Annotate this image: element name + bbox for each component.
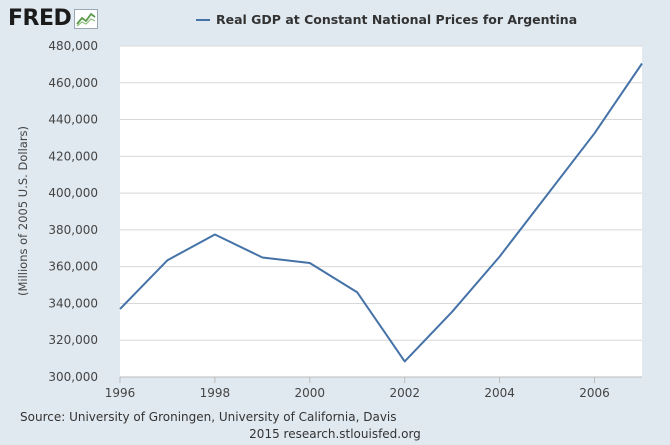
x-axis-ticks: 1996 1998 2000 2002 2004 2006 [105, 377, 610, 400]
y-tick-label: 360,000 [48, 260, 98, 274]
y-tick-label: 300,000 [48, 370, 98, 384]
x-tick-label: 2004 [484, 386, 515, 400]
source-credit: 2015 research.stlouisfed.org [249, 427, 421, 441]
x-tick-label: 2002 [389, 386, 420, 400]
y-tick-label: 340,000 [48, 296, 98, 310]
plot-area [120, 46, 642, 377]
x-tick-label: 1996 [105, 386, 136, 400]
y-tick-label: 320,000 [48, 333, 98, 347]
x-tick-label: 2006 [579, 386, 610, 400]
fred-logo[interactable]: FRED [8, 6, 99, 32]
y-tick-label: 460,000 [48, 76, 98, 90]
y-tick-label: 480,000 [48, 39, 98, 53]
fred-chart-logo-icon [74, 9, 99, 29]
fred-logo-text: FRED [8, 6, 72, 31]
source-note: Source: University of Groningen, Univers… [0, 409, 670, 443]
y-tick-label: 420,000 [48, 149, 98, 163]
chart-legend: Real GDP at Constant National Prices for… [196, 12, 577, 27]
source-line: Source: University of Groningen, Univers… [20, 410, 397, 424]
legend-label: Real GDP at Constant National Prices for… [216, 12, 578, 27]
x-tick-label: 2000 [295, 386, 326, 400]
y-tick-label: 440,000 [48, 113, 98, 127]
y-tick-label: 380,000 [48, 223, 98, 237]
series-line [119, 62, 643, 363]
legend-swatch [196, 18, 210, 21]
x-tick-label: 1998 [200, 386, 231, 400]
series-layer [119, 62, 643, 363]
y-tick-label: 400,000 [48, 186, 98, 200]
y-axis-ticks: 300,000 320,000 340,000 360,000 380,000 400,0… [48, 39, 98, 384]
y-axis-title: (Millions of 2005 U.S. Dollars) [16, 126, 30, 296]
